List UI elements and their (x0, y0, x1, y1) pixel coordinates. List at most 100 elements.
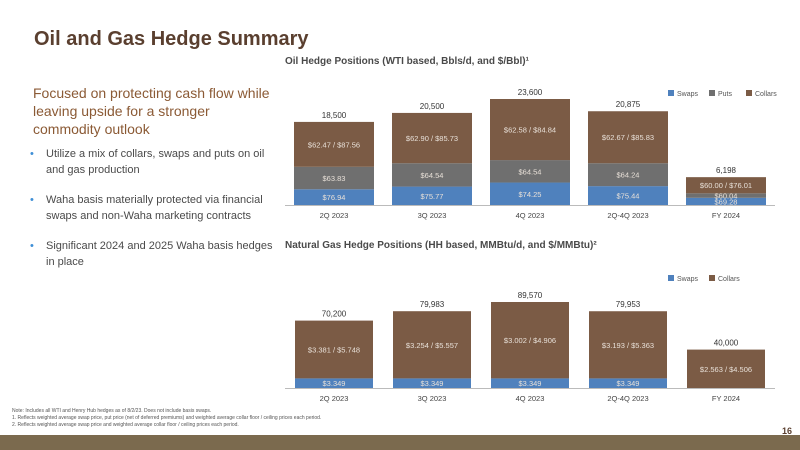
data-label: $2.563 / $4.506 (700, 365, 752, 374)
legend-label-swaps: Swaps (677, 91, 699, 98)
bullet-icon: • (30, 194, 34, 206)
footer-bar (0, 435, 800, 450)
footnote-note: Note: Includes all WTI and Henry Hub hed… (12, 408, 212, 414)
bar-swaps (589, 378, 667, 388)
bar-puts (588, 163, 668, 187)
data-label: $3.193 / $5.363 (602, 341, 654, 350)
data-label: $75.44 (617, 192, 640, 201)
legend-swatch-swaps (668, 90, 674, 96)
bar-collars (393, 311, 471, 379)
oil-hedge-chart: Swaps Puts Collars $76.94 $63.83 $62.47 / $87… (285, 88, 777, 220)
bar-swaps (393, 378, 471, 388)
legend-swatch-collars (709, 275, 715, 281)
bullet-item: • Utilize a mix of collars, swaps and put… (30, 146, 275, 178)
data-label: $3.349 (617, 379, 640, 388)
page-number: 16 (781, 426, 792, 436)
legend-label-puts: Puts (718, 91, 733, 98)
bullet-list: • Utilize a mix of collars, swaps and put… (30, 146, 275, 284)
legend-swatch-collars (746, 90, 752, 96)
oil-chart-title: Oil Hedge Positions (WTI based, Bbls/d, … (285, 56, 529, 67)
data-label: $3.349 (323, 379, 346, 388)
footnote-1: 1. Reflects weighted average swap price,… (12, 415, 322, 421)
bar-collars (295, 320, 373, 379)
gas-hedge-chart: Swaps Collars $3.349 $3.381 / $5.748 70,200 2… (285, 275, 775, 403)
bullet-text: Waha basis materially protected via fina… (46, 194, 263, 222)
data-label: $3.002 / $4.906 (504, 336, 556, 345)
data-label: $62.47 / $87.56 (308, 140, 360, 149)
bar-collars (686, 177, 766, 194)
total-label: 18,500 (322, 111, 347, 120)
bar-collars (490, 99, 570, 161)
bar-puts (392, 163, 472, 187)
bar-swaps (295, 378, 373, 388)
bar-swaps (294, 189, 374, 205)
bar-swaps (491, 378, 569, 388)
data-label: $63.83 (323, 174, 346, 183)
data-label: $74.25 (519, 190, 542, 199)
bar-puts (490, 160, 570, 183)
total-label: 79,953 (616, 300, 641, 309)
data-label: $60.04 (715, 192, 738, 201)
category-label: FY 2024 (712, 394, 740, 403)
bullet-icon: • (30, 148, 34, 160)
category-label: 2Q-4Q 2023 (607, 394, 648, 403)
legend-label-collars: Collars (755, 91, 777, 98)
total-label: 6,198 (716, 166, 737, 175)
category-label: 2Q 2023 (320, 211, 349, 220)
data-label: $69.28 (715, 197, 738, 206)
bullet-item: • Waha basis materially protected via fin… (30, 192, 275, 224)
data-label: $75.77 (421, 192, 444, 201)
bullet-text: Utilize a mix of collars, swaps and puts… (46, 148, 265, 176)
legend-label-collars: Collars (718, 276, 740, 283)
footnote-2: 2. Reflects weighted average swap price … (12, 422, 239, 428)
bar-collars (588, 111, 668, 164)
data-label: $62.67 / $85.83 (602, 133, 654, 142)
bar-swaps (490, 182, 570, 205)
page-subtitle: Focused on protecting cash flow while le… (33, 85, 270, 137)
bar-swaps (392, 186, 472, 205)
category-label: 3Q 2023 (418, 394, 447, 403)
total-label: 40,000 (714, 339, 739, 348)
data-label: $62.58 / $84.84 (504, 126, 556, 135)
page-title: Oil and Gas Hedge Summary (34, 28, 309, 50)
bar-collars (392, 112, 472, 164)
data-label: $3.349 (421, 379, 444, 388)
data-label: $64.54 (421, 171, 444, 180)
category-label: 2Q 2023 (320, 394, 349, 403)
total-label: 79,983 (420, 300, 445, 309)
data-label: $60.00 / $76.01 (700, 181, 752, 190)
data-label: $64.24 (617, 171, 640, 180)
bullet-item: • Significant 2024 and 2025 Waha basis he… (30, 238, 275, 270)
category-label: 3Q 2023 (418, 211, 447, 220)
bar-collars (294, 121, 374, 167)
bar-collars (589, 311, 667, 379)
total-label: 23,600 (518, 88, 543, 97)
category-label: 2Q-4Q 2023 (607, 211, 648, 220)
legend-swatch-swaps (668, 275, 674, 281)
legend-swatch-puts (709, 90, 715, 96)
bullet-icon: • (30, 240, 34, 252)
data-label: $62.90 / $85.73 (406, 134, 458, 143)
data-label: $3.381 / $5.748 (308, 345, 360, 354)
legend-label-swaps: Swaps (677, 276, 699, 283)
data-label: $76.94 (323, 193, 346, 202)
bullet-text: Significant 2024 and 2025 Waha basis hed… (46, 240, 273, 268)
gas-chart-title: Natural Gas Hedge Positions (HH based, M… (285, 240, 597, 251)
bar-collars (687, 349, 765, 388)
total-label: 89,570 (518, 291, 543, 300)
bar-puts (686, 193, 766, 198)
bar-swaps (686, 197, 766, 205)
category-label: 4Q 2023 (516, 394, 545, 403)
data-label: $3.349 (519, 379, 542, 388)
data-label: $64.54 (519, 167, 542, 176)
bar-collars (491, 302, 569, 379)
total-label: 70,200 (322, 310, 347, 319)
data-label: $3.254 / $5.557 (406, 341, 458, 350)
category-label: FY 2024 (712, 211, 740, 220)
total-label: 20,875 (616, 100, 641, 109)
bar-puts (294, 166, 374, 190)
category-label: 4Q 2023 (516, 211, 545, 220)
total-label: 20,500 (420, 102, 445, 111)
bar-swaps (588, 186, 668, 205)
footnotes: Note: Includes all WTI and Henry Hub hed… (12, 408, 321, 429)
